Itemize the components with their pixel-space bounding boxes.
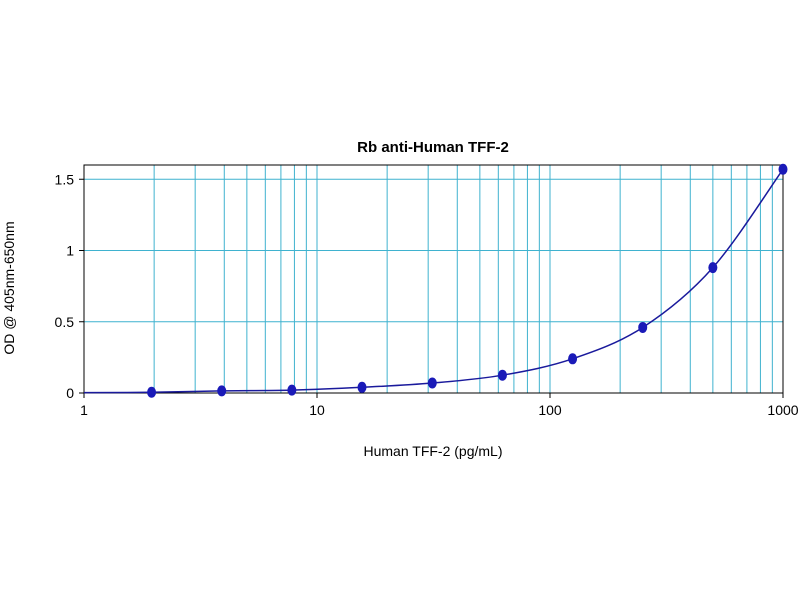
y-tick-label: 0.5 xyxy=(55,314,75,330)
y-axis: 0 0.5 1 1.5 xyxy=(55,171,84,401)
x-tick-label: 1 xyxy=(80,402,88,418)
data-point xyxy=(427,377,437,389)
data-point xyxy=(217,385,227,397)
data-point xyxy=(287,384,297,396)
y-tick-label: 0 xyxy=(66,385,74,401)
data-point xyxy=(638,321,648,333)
fit-curve xyxy=(83,168,784,394)
x-tick-label: 100 xyxy=(538,402,562,418)
grid xyxy=(84,165,783,393)
x-axis-label: Human TFF-2 (pg/mL) xyxy=(364,443,503,459)
y-tick-label: 1.5 xyxy=(55,171,75,187)
x-axis: 1 10 100 1000 xyxy=(80,393,799,418)
x-tick-label: 1000 xyxy=(767,402,798,418)
data-point xyxy=(778,163,788,175)
data-point xyxy=(497,369,507,381)
data-points xyxy=(147,163,788,398)
y-axis-label: OD @ 405nm-650nm xyxy=(1,221,17,354)
x-tick-label: 10 xyxy=(309,402,325,418)
chart-title: Rb anti-Human TFF-2 xyxy=(357,139,509,156)
data-point xyxy=(147,386,157,398)
data-point xyxy=(568,353,578,365)
data-point xyxy=(357,381,367,393)
data-point xyxy=(708,262,718,274)
plot-area xyxy=(83,164,784,394)
y-tick-label: 1 xyxy=(66,243,74,259)
